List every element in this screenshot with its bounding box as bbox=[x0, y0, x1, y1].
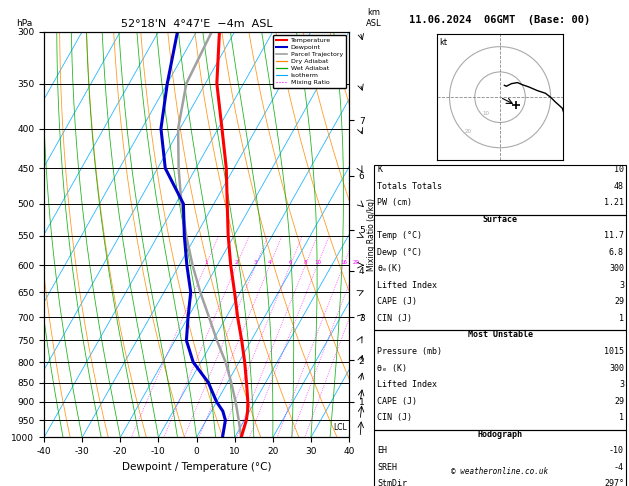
Text: SREH: SREH bbox=[377, 463, 398, 472]
Text: 297°: 297° bbox=[604, 479, 624, 486]
Title: 52°18'N  4°47'E  −4m  ASL: 52°18'N 4°47'E −4m ASL bbox=[121, 19, 272, 30]
Text: 3: 3 bbox=[254, 260, 257, 265]
Text: Most Unstable: Most Unstable bbox=[467, 330, 533, 340]
Text: 1.21: 1.21 bbox=[604, 198, 624, 208]
Text: 2: 2 bbox=[235, 260, 238, 265]
Text: θₑ (K): θₑ (K) bbox=[377, 364, 408, 373]
Text: 300: 300 bbox=[609, 264, 624, 274]
Text: Mixing Ratio (g/kg): Mixing Ratio (g/kg) bbox=[367, 198, 376, 271]
Text: 300: 300 bbox=[609, 364, 624, 373]
Text: CIN (J): CIN (J) bbox=[377, 314, 413, 323]
Text: K: K bbox=[377, 165, 382, 174]
Text: 20: 20 bbox=[465, 129, 472, 134]
Text: Dewp (°C): Dewp (°C) bbox=[377, 248, 423, 257]
Text: © weatheronline.co.uk: © weatheronline.co.uk bbox=[452, 467, 548, 476]
Text: 11.7: 11.7 bbox=[604, 231, 624, 241]
Text: CAPE (J): CAPE (J) bbox=[377, 297, 418, 307]
X-axis label: Dewpoint / Temperature (°C): Dewpoint / Temperature (°C) bbox=[122, 462, 271, 472]
Text: 20: 20 bbox=[353, 260, 360, 265]
Text: -4: -4 bbox=[614, 463, 624, 472]
Text: 48: 48 bbox=[614, 182, 624, 191]
Text: Lifted Index: Lifted Index bbox=[377, 380, 437, 389]
Text: hPa: hPa bbox=[16, 18, 33, 28]
Text: -10: -10 bbox=[609, 446, 624, 455]
Text: 1: 1 bbox=[204, 260, 208, 265]
Text: 1: 1 bbox=[619, 413, 624, 422]
Text: CIN (J): CIN (J) bbox=[377, 413, 413, 422]
Text: LCL: LCL bbox=[333, 423, 347, 432]
Text: 1: 1 bbox=[619, 314, 624, 323]
Text: 29: 29 bbox=[614, 297, 624, 307]
Text: EH: EH bbox=[377, 446, 387, 455]
Text: 3: 3 bbox=[619, 380, 624, 389]
Text: km
ASL: km ASL bbox=[365, 8, 381, 28]
Text: θₑ(K): θₑ(K) bbox=[377, 264, 403, 274]
Text: PW (cm): PW (cm) bbox=[377, 198, 413, 208]
Text: 4: 4 bbox=[268, 260, 272, 265]
Text: CAPE (J): CAPE (J) bbox=[377, 397, 418, 406]
Text: kt: kt bbox=[440, 38, 447, 47]
Text: 10: 10 bbox=[614, 165, 624, 174]
Text: Hodograph: Hodograph bbox=[477, 430, 523, 439]
Text: Temp (°C): Temp (°C) bbox=[377, 231, 423, 241]
Text: 10: 10 bbox=[482, 111, 489, 116]
Text: Pressure (mb): Pressure (mb) bbox=[377, 347, 442, 356]
Text: 1015: 1015 bbox=[604, 347, 624, 356]
Text: StmDir: StmDir bbox=[377, 479, 408, 486]
Text: Lifted Index: Lifted Index bbox=[377, 281, 437, 290]
Text: 11.06.2024  06GMT  (Base: 00): 11.06.2024 06GMT (Base: 00) bbox=[409, 15, 591, 25]
Text: 10: 10 bbox=[314, 260, 321, 265]
Text: 6: 6 bbox=[289, 260, 292, 265]
Text: 6.8: 6.8 bbox=[609, 248, 624, 257]
Legend: Temperature, Dewpoint, Parcel Trajectory, Dry Adiabat, Wet Adiabat, Isotherm, Mi: Temperature, Dewpoint, Parcel Trajectory… bbox=[273, 35, 346, 88]
Text: Surface: Surface bbox=[482, 215, 518, 224]
Text: 3: 3 bbox=[619, 281, 624, 290]
Text: 29: 29 bbox=[614, 397, 624, 406]
Text: 16: 16 bbox=[340, 260, 347, 265]
Text: 8: 8 bbox=[304, 260, 307, 265]
Text: Totals Totals: Totals Totals bbox=[377, 182, 442, 191]
